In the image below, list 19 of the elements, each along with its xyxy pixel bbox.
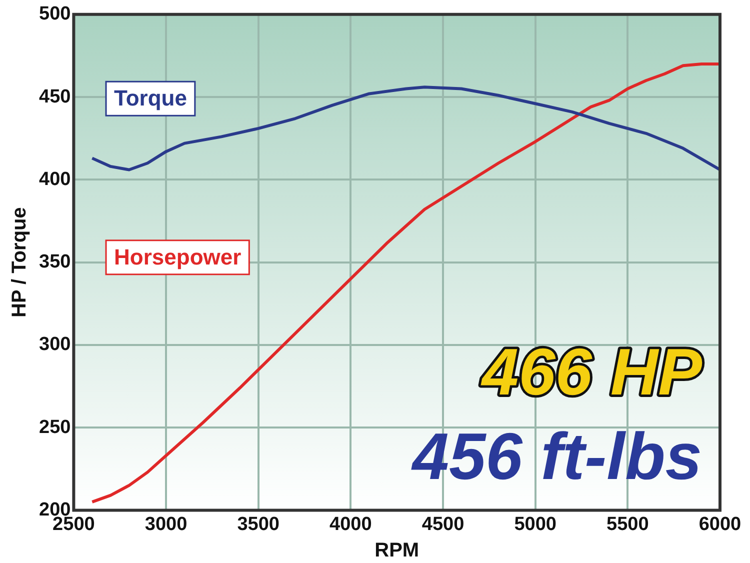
x-tick-label: 6000	[698, 514, 742, 535]
y-tick-label: 300	[39, 334, 71, 356]
annotation: 466 HP	[480, 334, 703, 409]
y-tick-label: 350	[39, 252, 71, 273]
y-tick-label: 500	[39, 4, 71, 25]
y-axis-title: HP / Torque	[8, 207, 31, 318]
x-tick-label: 4000	[330, 514, 372, 535]
annotation: 456 ft-lbs	[410, 418, 702, 493]
x-axis-title: RPM	[374, 540, 420, 562]
x-tick-label: 3000	[144, 514, 188, 535]
y-tick-label: 250	[39, 416, 71, 438]
x-tick-label: 5000	[514, 514, 556, 535]
x-tick-label: 3500	[237, 514, 280, 535]
text: Horsepower	[114, 244, 242, 270]
y-tick-label: 400	[39, 168, 71, 190]
x-tick-label: 4500	[422, 514, 464, 535]
x-tick-label: 5500	[606, 514, 649, 535]
y-tick-label: 450	[39, 86, 71, 108]
series-label: Torque	[114, 86, 187, 111]
